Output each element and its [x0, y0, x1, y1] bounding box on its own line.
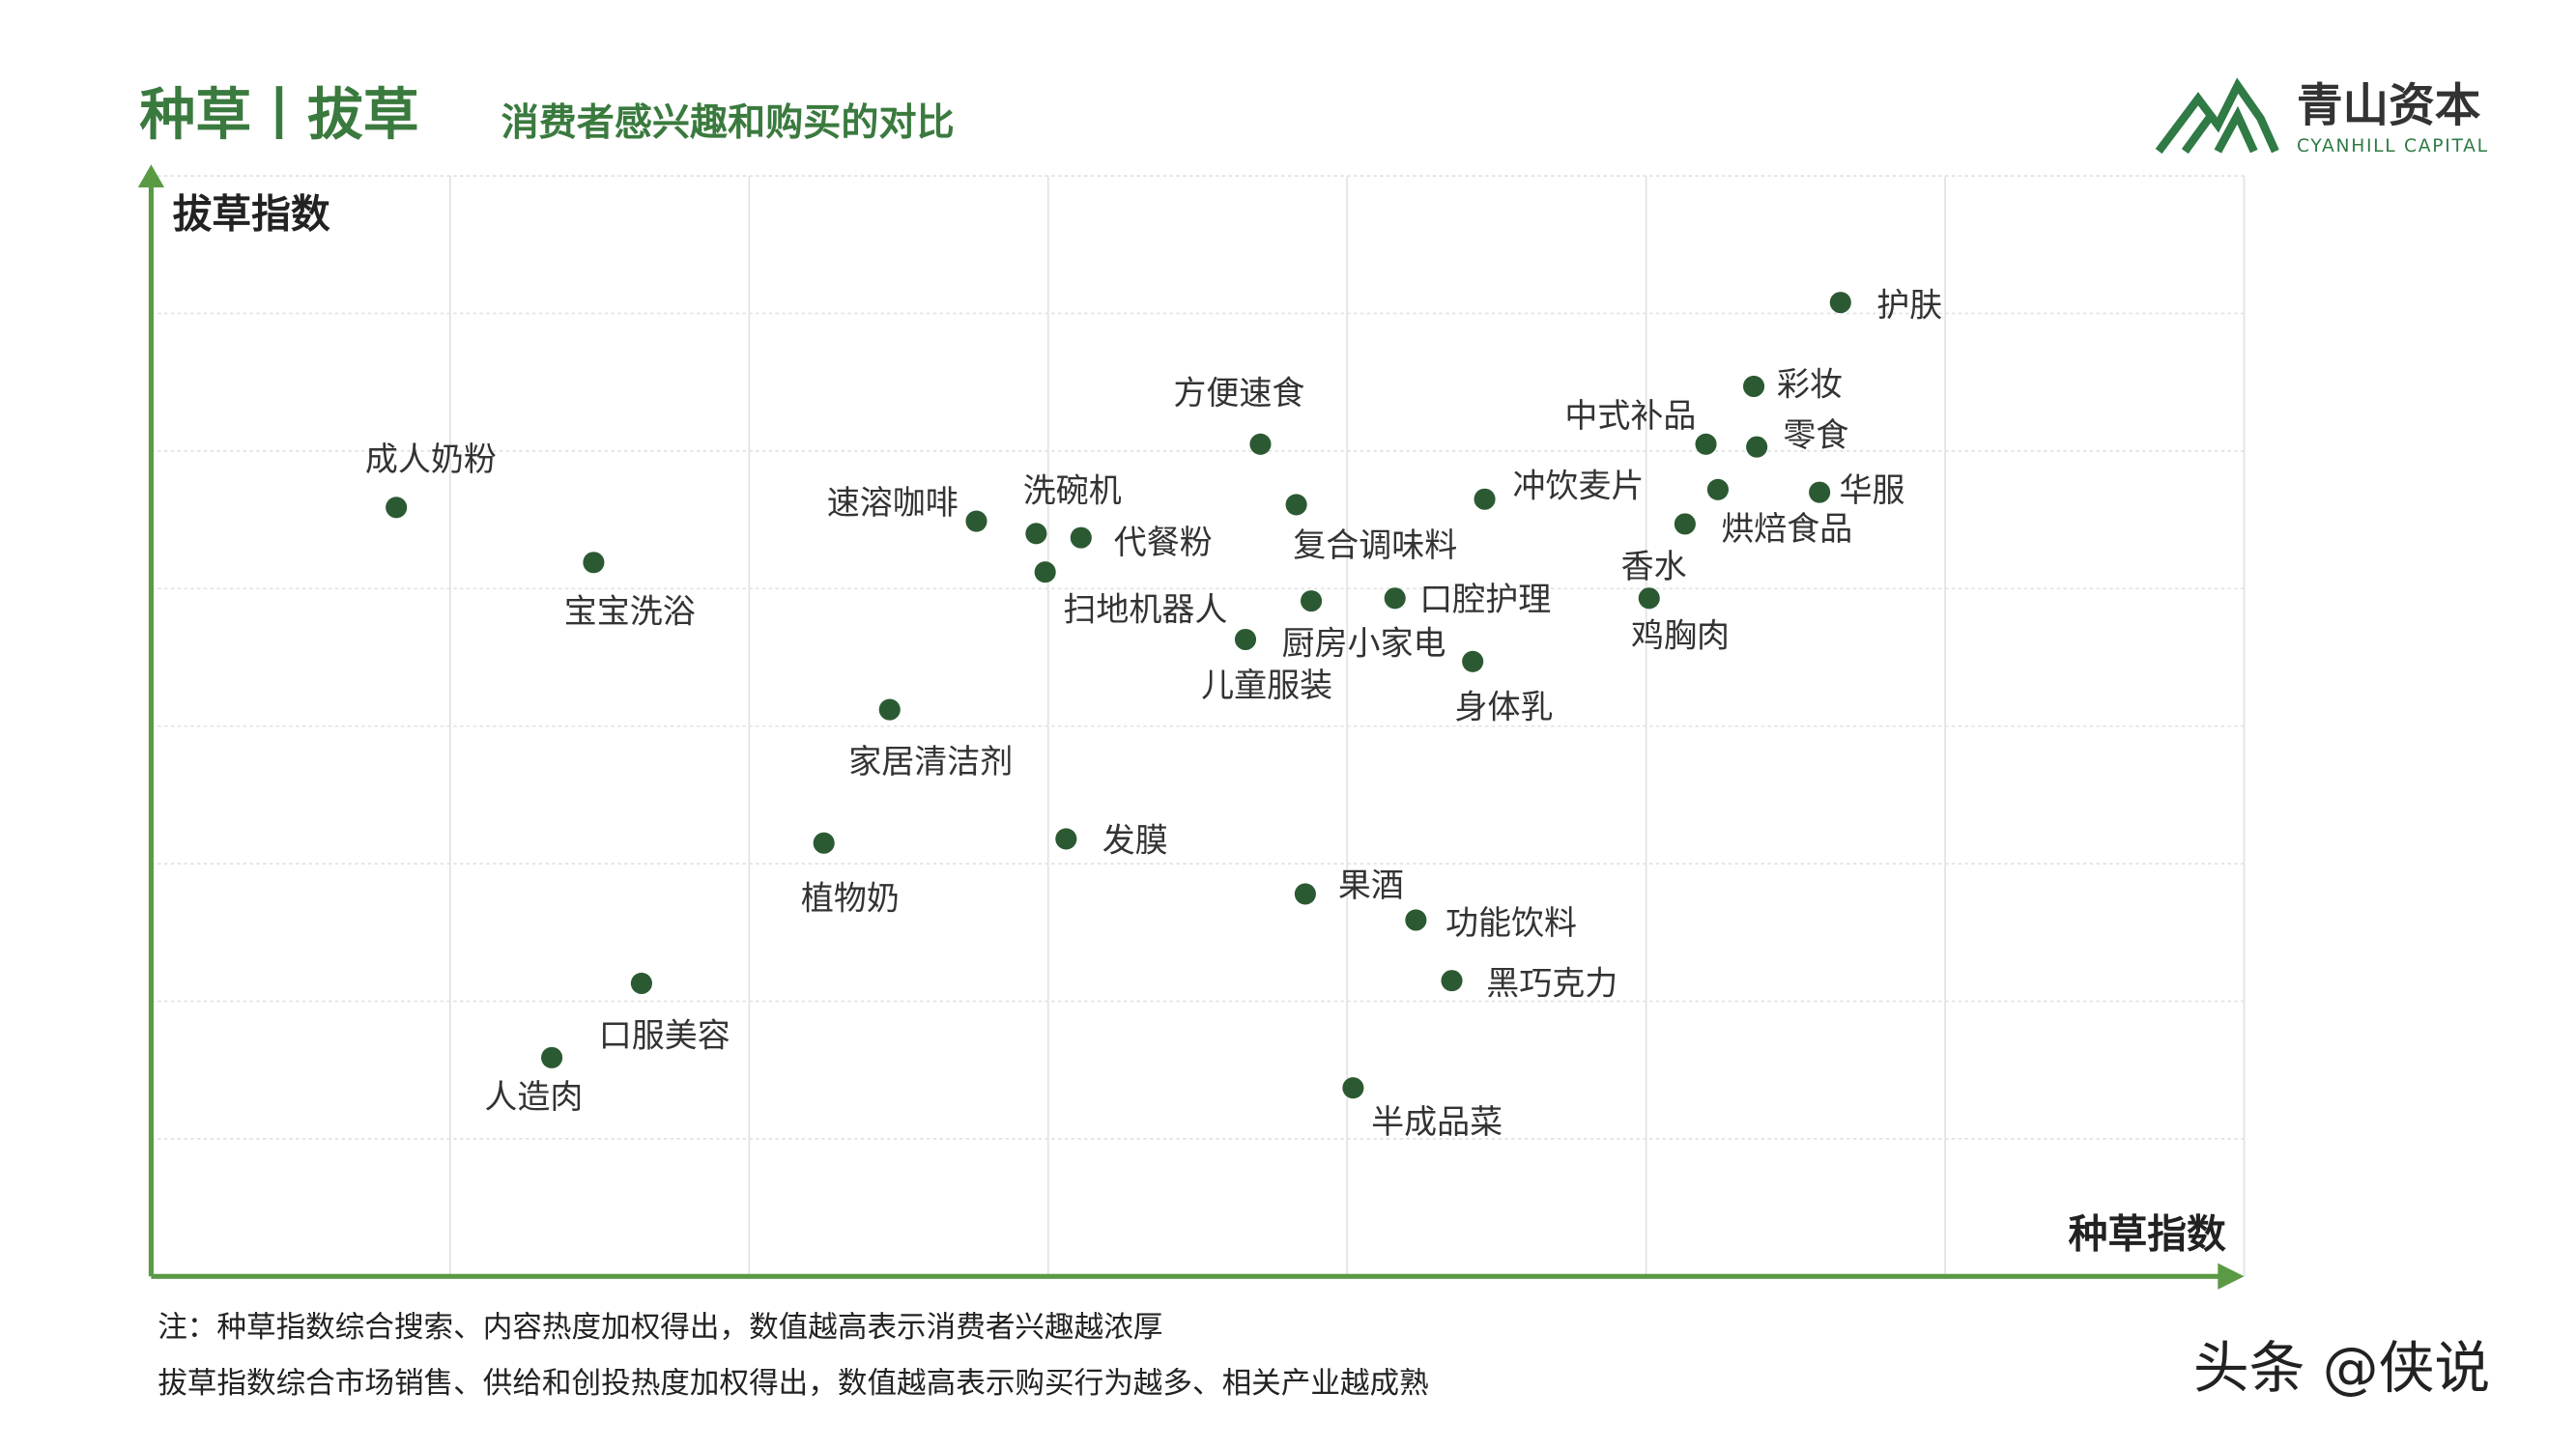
point-label: 速溶咖啡 [827, 484, 959, 523]
point-label: 口服美容 [599, 1017, 730, 1056]
point [1462, 650, 1484, 672]
logo: 青山资本 CYANHILL CAPITAL [2155, 77, 2489, 156]
point-label: 零食 [1783, 416, 1848, 455]
note: 拔草指数综合市场销售、供给和创投热度加权得出，数值越高表示购买行为越多、相关产业… [157, 1367, 1429, 1401]
point-label: 儿童服装 [1201, 667, 1332, 705]
point-label: 香水 [1621, 548, 1687, 586]
point [1034, 561, 1056, 583]
x-axis-label: 种草指数 [2069, 1210, 2226, 1257]
point-label: 护肤 [1876, 287, 1942, 326]
point-label: 家居清洁剂 [848, 743, 1013, 781]
logo-mark [2155, 77, 2279, 155]
point [1674, 513, 1696, 535]
point-label: 方便速食 [1173, 374, 1304, 412]
point [878, 698, 901, 721]
point [1025, 523, 1047, 545]
point [1249, 433, 1272, 455]
watermark: 头条 @侠说 [2193, 1335, 2490, 1401]
point-label: 华服 [1840, 471, 1905, 510]
point [1474, 488, 1496, 510]
point [1746, 436, 1768, 458]
point [1405, 909, 1427, 931]
point [1743, 375, 1765, 398]
grid [151, 175, 2246, 1277]
point [1809, 481, 1831, 503]
y-arrow [137, 164, 165, 188]
y-axis-label: 拔草指数 [173, 191, 330, 238]
x-arrow [2218, 1263, 2245, 1290]
logo-text: 青山资本 [2297, 79, 2481, 132]
note: 注：种草指数综合搜索、内容热度加权得出，数值越高表示消费者兴趣越浓厚 [157, 1311, 1162, 1345]
point-label: 果酒 [1338, 867, 1404, 905]
point [1441, 970, 1463, 992]
point [386, 497, 408, 519]
point [630, 972, 652, 995]
point-label: 口腔护理 [1419, 581, 1551, 619]
point-label: 植物奶 [801, 880, 900, 919]
point-label: 扫地机器人 [1063, 591, 1227, 630]
point [583, 552, 605, 574]
point [1706, 478, 1729, 500]
point [1695, 433, 1717, 455]
point-label: 复合调味料 [1293, 526, 1457, 565]
point-label: 冲饮麦片 [1512, 467, 1644, 505]
point-label: 成人奶粉 [365, 440, 497, 479]
axes [137, 164, 2245, 1290]
point [1638, 587, 1660, 610]
point [1294, 883, 1316, 905]
title: 种草丨拔草 [140, 82, 419, 148]
point-label: 彩妆 [1777, 365, 1843, 404]
point-label: 中式补品 [1564, 397, 1696, 436]
point-label: 代餐粉 [1114, 524, 1213, 562]
logo-text-en: CYANHILL CAPITAL [2297, 136, 2489, 156]
point [1234, 628, 1257, 651]
point [1342, 1077, 1364, 1099]
subtitle: 消费者感兴趣和购买的对比 [501, 101, 955, 145]
point-label: 厨房小家电 [1281, 625, 1445, 664]
point [813, 832, 835, 854]
point-label: 半成品菜 [1371, 1103, 1503, 1142]
point-label: 功能饮料 [1445, 904, 1577, 943]
point-label: 黑巧克力 [1486, 965, 1617, 1004]
point-label: 人造肉 [484, 1078, 583, 1117]
point [1829, 292, 1851, 314]
point [541, 1046, 563, 1068]
point [1055, 828, 1077, 850]
point-label: 发膜 [1102, 821, 1168, 860]
point [1301, 590, 1323, 612]
point [1070, 526, 1092, 549]
point-label: 宝宝洗浴 [564, 592, 696, 631]
point-label: 身体乳 [1454, 689, 1553, 727]
point [1285, 494, 1307, 516]
point-label: 洗碗机 [1023, 471, 1122, 510]
point-label: 鸡胸肉 [1631, 617, 1730, 656]
point [1384, 587, 1406, 610]
point [965, 510, 987, 532]
point-label: 烘焙食品 [1721, 510, 1852, 549]
